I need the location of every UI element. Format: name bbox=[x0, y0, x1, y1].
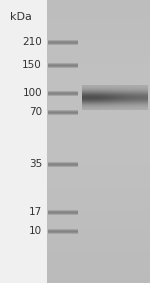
Text: 70: 70 bbox=[29, 107, 42, 117]
Text: 150: 150 bbox=[22, 60, 42, 70]
Text: 35: 35 bbox=[29, 159, 42, 169]
Text: 210: 210 bbox=[22, 37, 42, 47]
Text: 10: 10 bbox=[29, 226, 42, 236]
Text: 100: 100 bbox=[22, 88, 42, 98]
Text: kDa: kDa bbox=[10, 12, 32, 22]
Text: 17: 17 bbox=[29, 207, 42, 217]
